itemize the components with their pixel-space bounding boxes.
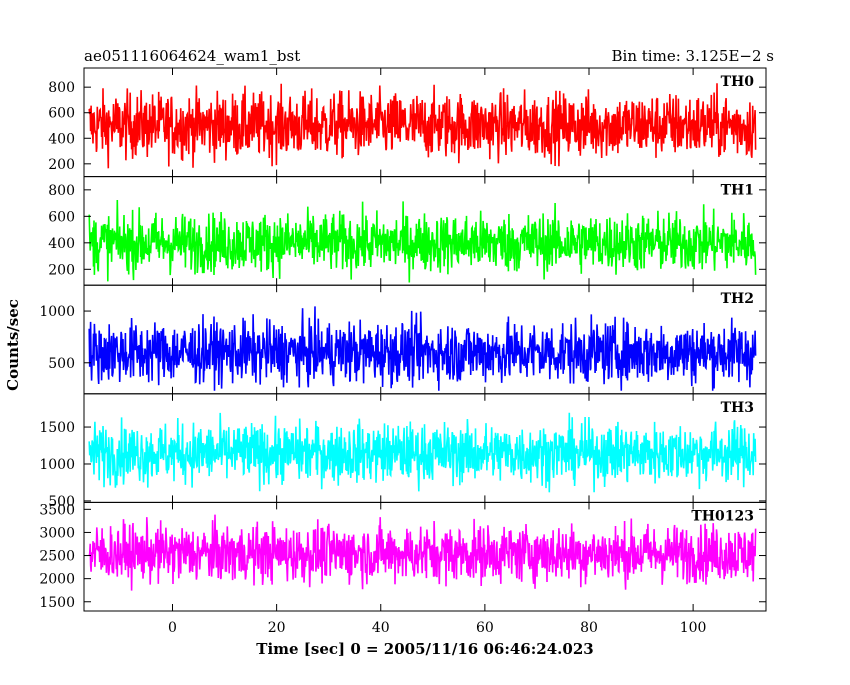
y-tick-label: 2000: [39, 572, 75, 588]
y-tick-label: 1000: [39, 457, 75, 473]
y-tick-label: 2500: [39, 549, 75, 565]
panel-th3: 500 1000 1500 TH3: [39, 393, 767, 510]
series-line-th2: [88, 306, 757, 391]
y-tick-label: 200: [48, 262, 75, 278]
y-tick-label: 1000: [39, 304, 75, 320]
y-tick-label: 3000: [39, 525, 75, 541]
x-axis-ticks: 0 20 40 60 80 100: [168, 620, 706, 636]
y-tick-label: 800: [48, 80, 75, 96]
y-tick-label: 500: [48, 356, 75, 372]
series-line-th0123: [88, 514, 757, 591]
panel-label-th2: TH2: [721, 291, 754, 307]
y-tick-label: 400: [48, 236, 75, 252]
y-tick-label: 200: [48, 157, 75, 173]
panel-label-th0: TH0: [721, 74, 755, 90]
y-tick-label: 600: [48, 106, 75, 122]
y-tick-label: 3500: [39, 502, 75, 518]
y-tick-label: 1500: [39, 420, 75, 436]
chart-title: ae051116064624_wam1_bst: [84, 47, 300, 65]
panel-th0123: 1500 2000 2500 3000 3500 TH0123: [39, 501, 767, 612]
panel-label-th1: TH1: [721, 183, 754, 199]
x-tick-label: 60: [476, 620, 494, 636]
x-tick-label: 20: [268, 620, 286, 636]
panel-frame: [83, 501, 767, 612]
y-tick-label: 800: [48, 183, 75, 199]
panel-th2: 500 1000 TH2: [39, 284, 767, 395]
panel-label-th3: TH3: [721, 400, 754, 416]
x-axis-label: Time [sec] 0 = 2005/11/16 06:46:24.023: [256, 640, 593, 658]
bin-time-label: Bin time: 3.125E−2 s: [612, 47, 774, 65]
x-tick-label: 40: [372, 620, 390, 636]
panel-label-th0123: TH0123: [691, 508, 754, 524]
y-axis-label: Counts/sec: [4, 299, 22, 391]
x-tick-label: 0: [168, 620, 177, 636]
panel-th1: 200 400 600 800 TH1: [48, 176, 767, 286]
series-line-th1: [88, 199, 757, 283]
panel-th0: 200 400 600 800 TH0: [48, 67, 767, 178]
series-line-th0: [88, 83, 757, 169]
y-tick-label: 500: [48, 494, 75, 510]
x-tick-label: 80: [580, 620, 598, 636]
panels-group: 200 400 600 800 TH0 200 400 600 800 TH1 500 1000 TH2…: [39, 67, 767, 612]
y-tick-label: 1500: [39, 595, 75, 611]
x-tick-label: 100: [680, 620, 707, 636]
y-tick-label: 600: [48, 209, 75, 225]
y-tick-label: 400: [48, 131, 75, 147]
series-line-th3: [88, 412, 757, 493]
